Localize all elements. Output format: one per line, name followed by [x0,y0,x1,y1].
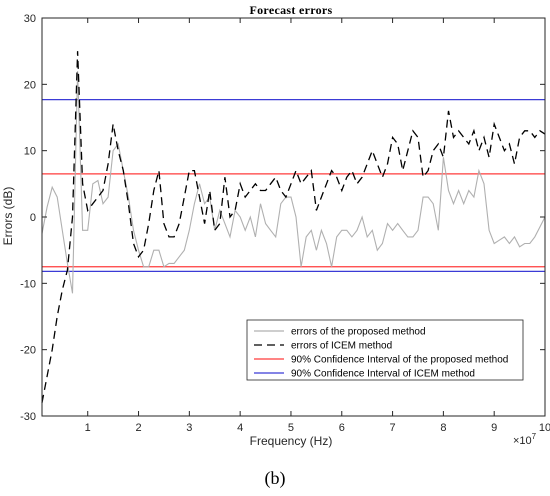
y-tick-label-3: 0 [30,212,36,224]
x-axis-label: Frequency (Hz) [250,434,333,448]
legend-label-1: errors of ICEM method [291,341,392,352]
series-line-1 [41,51,546,403]
legend: errors of the proposed method errors of I… [246,319,524,381]
x-axis-ticks: 1 2 3 4 5 6 7 8 9 10 [85,18,550,434]
legend-label-0: errors of the proposed method [291,327,426,338]
forecast-errors-chart: Forecast errors 1 2 3 4 5 6 7 8 9 10 -30 -20 -10 0 10… [1,3,550,448]
y-tick-label-1: -20 [20,345,36,357]
x-tick-label-6: 7 [390,422,396,434]
reference-lines [42,98,545,272]
x-tick-label-4: 5 [288,422,294,434]
x-tick-label-9: 10 [539,422,550,434]
y-axis-ticks: -30 -20 -10 0 10 20 30 [20,13,545,423]
x-tick-label-2: 3 [186,422,192,434]
chart-title: Forecast errors [249,3,332,17]
legend-box [246,319,524,381]
y-tick-label-2: -10 [20,278,36,290]
legend-label-3: 90% Confidence Interval of ICEM method [291,369,475,380]
y-tick-label-6: 30 [24,13,36,25]
y-tick-label-4: 10 [24,146,36,158]
x-axis-exponent: ×107 [513,432,537,447]
x-tick-label-3: 4 [237,422,243,434]
legend-label-2: 90% Confidence Interval of the proposed … [291,355,508,366]
x-tick-label-8: 9 [491,422,497,434]
y-axis-label: Errors (dB) [1,187,15,246]
x-tick-label-5: 6 [339,422,345,434]
series-layer [41,51,546,403]
y-tick-label-0: -30 [20,411,36,423]
x-tick-label-7: 8 [440,422,446,434]
figure-caption: (b) [264,468,286,488]
x-tick-label-1: 2 [135,422,141,434]
y-tick-label-5: 20 [24,79,36,91]
x-tick-label-0: 1 [85,422,91,434]
